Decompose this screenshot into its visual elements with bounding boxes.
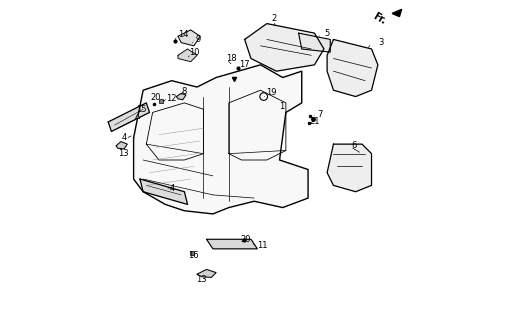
Polygon shape: [327, 39, 378, 97]
Polygon shape: [327, 144, 371, 192]
Polygon shape: [245, 24, 324, 71]
Text: 3: 3: [378, 38, 383, 47]
Text: 4: 4: [170, 184, 176, 193]
Text: 12: 12: [166, 94, 177, 103]
Circle shape: [260, 93, 267, 100]
Text: 13: 13: [196, 276, 207, 284]
Text: 19: 19: [266, 88, 277, 97]
Text: 5: 5: [324, 28, 329, 38]
Polygon shape: [133, 65, 308, 214]
Polygon shape: [178, 49, 197, 62]
Polygon shape: [140, 179, 188, 204]
Text: 20: 20: [150, 93, 160, 102]
Polygon shape: [392, 9, 402, 17]
Text: 16: 16: [188, 251, 199, 260]
Polygon shape: [206, 239, 257, 249]
Text: 7: 7: [318, 109, 323, 118]
Text: 6: 6: [351, 141, 356, 150]
Text: 17: 17: [239, 60, 250, 69]
Text: 20: 20: [241, 236, 251, 244]
Text: 4: 4: [122, 133, 127, 142]
Text: 1: 1: [279, 101, 284, 111]
Text: 2: 2: [271, 14, 276, 23]
Text: 9: 9: [195, 35, 201, 44]
Text: 18: 18: [227, 54, 237, 63]
Polygon shape: [178, 30, 200, 46]
Polygon shape: [177, 93, 186, 100]
Text: 14: 14: [178, 30, 189, 39]
Text: 13: 13: [118, 148, 128, 157]
Text: 21: 21: [309, 117, 319, 126]
Text: 10: 10: [189, 48, 200, 57]
Text: Fr.: Fr.: [371, 11, 388, 27]
Text: 8: 8: [182, 87, 187, 96]
Polygon shape: [197, 269, 216, 277]
Polygon shape: [116, 142, 127, 149]
Polygon shape: [299, 33, 330, 52]
Text: 11: 11: [257, 241, 268, 250]
Polygon shape: [108, 103, 150, 132]
Text: 15: 15: [136, 105, 146, 114]
